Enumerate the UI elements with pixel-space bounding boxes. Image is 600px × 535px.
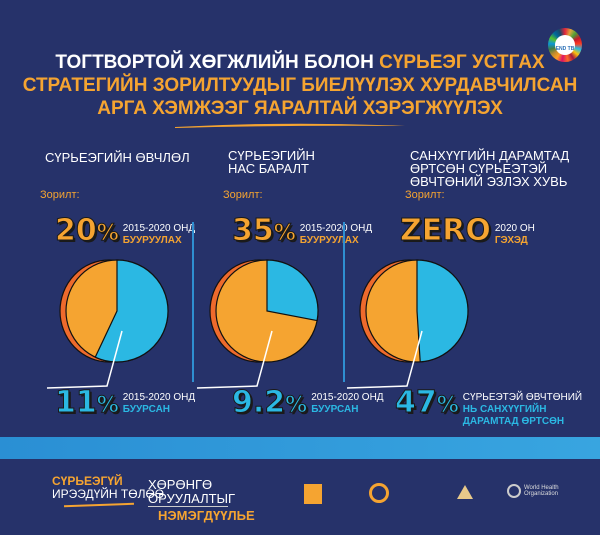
result-block: 47% СҮРЬЕЭТЭЙ ӨВЧТӨНИЙ НЬ САНХҮҮГИЙН ДАРАМ… [395, 385, 583, 428]
column-heading-line: САНХҮҮГИЙН ДАРАМТАД [410, 148, 570, 163]
column-heading: САНХҮҮГИЙН ДАРАМТАД ӨРТСӨН СҮРЬЕЭТЭЙ ӨВЧТӨ… [410, 149, 569, 188]
target-action: ГЭХЭД [494, 235, 528, 246]
result-line2: НЬ САНХҮҮГИЙН [462, 404, 547, 415]
pie-chart [46, 259, 169, 389]
column-heading-line: СҮРЬЕЭГИЙН ӨВЧЛӨЛ [45, 150, 190, 165]
title-underline [175, 123, 405, 128]
center-logo [369, 483, 389, 503]
who-logo: World Health Organization [507, 484, 564, 498]
target-period: 2015-2020 ОНД [299, 223, 373, 234]
column-divider [343, 222, 345, 382]
ministry-logo [304, 484, 322, 504]
partner-logo [457, 485, 473, 499]
column-heading-line: ӨРТСӨН СҮРЬЕЭТЭЙ [410, 161, 548, 176]
pointer-line [346, 330, 423, 389]
pointer-line [196, 330, 273, 389]
result-line1: СҮРЬЕЭТЭЙ ӨВЧТӨНИЙ [462, 392, 583, 403]
result-line1: 2015-2020 ОНД [122, 392, 196, 403]
page-title: ТОГТВОРТОЙ ХӨГЖЛИЙН БОЛОН СҮРЬЕЭГ УСТГАХ… [22, 52, 578, 119]
target-value: ZERO [400, 213, 492, 248]
pie-chart [346, 259, 469, 389]
result-line3: ДАРАМТАД ӨРТСӨН [462, 416, 565, 427]
slogan-investment: ХӨРӨНГӨ ОРУУЛАЛТЫГ НЭМЭГДҮҮЛЬЕ [148, 477, 255, 523]
result-value: 47% [395, 385, 460, 420]
target-period: 2020 ОН [494, 223, 535, 234]
column-heading-line: СҮРЬЕЭГИЙН [228, 148, 315, 163]
result-line2: БУУРСАН [122, 404, 171, 415]
target-action: БУУРУУЛАХ [299, 235, 359, 246]
result-line1: 2015-2020 ОНД [311, 392, 384, 403]
goal-label: Зорилт: [223, 189, 263, 201]
target-value: 35% [232, 213, 297, 248]
column-divider [192, 222, 194, 382]
column-heading-line: НАС БАРАЛТ [228, 161, 309, 176]
target-block: ZERO 2020 ОН ГЭХЭД [400, 213, 535, 249]
pie-chart [196, 259, 319, 389]
goal-label: Зорилт: [405, 189, 445, 201]
column-heading: СҮРЬЕЭГИЙН НАС БАРАЛТ [228, 149, 315, 175]
pie-slice-blue [94, 259, 169, 363]
result-value: 11% [55, 385, 120, 420]
result-block: 9.2% 2015-2020 ОНД БУУРСАН [231, 385, 384, 421]
target-value: 20% [55, 213, 120, 248]
pointer-line [46, 330, 123, 389]
target-block: 35% 2015-2020 ОНД БУУРУУЛАХ [232, 213, 373, 249]
column-heading: СҮРЬЕЭГИЙН ӨВЧЛӨЛ [45, 151, 190, 164]
result-value: 9.2% [231, 385, 308, 420]
goal-label: Зорилт: [40, 189, 80, 201]
target-action: БУУРУУЛАХ [122, 235, 182, 246]
column-heading-line: ӨВЧТӨНИЙ ЭЗЛЭХ ХУВЬ [410, 174, 568, 189]
target-block: 20% 2015-2020 ОНД БУУРУУЛАХ [55, 213, 196, 249]
result-block: 11% 2015-2020 ОНД БУУРСАН [55, 385, 196, 421]
pie-slice-blue [416, 259, 469, 363]
end-tb-logo: END TB [548, 28, 582, 62]
result-line2: БУУРСАН [311, 404, 359, 415]
blue-stripe [0, 437, 600, 459]
target-period: 2015-2020 ОНД [122, 223, 196, 234]
slogan-tb-free-future: СҮРЬЕЭГҮЙ ИРЭЭДҮЙН ТӨЛӨӨ [52, 475, 164, 508]
pie-slice-blue [266, 259, 319, 322]
